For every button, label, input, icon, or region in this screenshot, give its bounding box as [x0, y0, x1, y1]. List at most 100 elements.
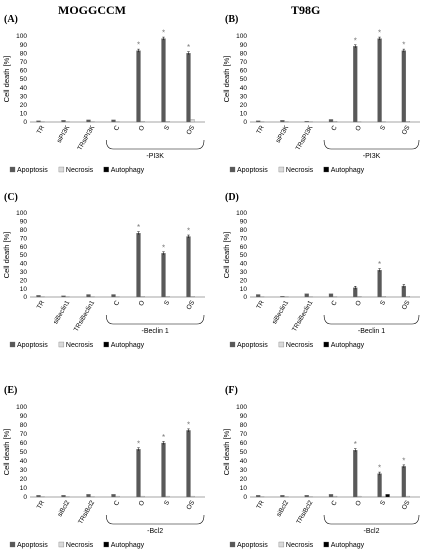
y-tick-label: 20 — [20, 102, 28, 109]
x-tick-label: TRsiPI3K — [295, 124, 315, 152]
x-tick-label: siPI3K — [56, 124, 72, 144]
bar-apoptosis — [136, 449, 141, 498]
significance-mark: * — [354, 36, 357, 45]
y-tick-label: 80 — [240, 422, 248, 429]
y-tick-label: 50 — [240, 76, 248, 83]
bar-apoptosis — [255, 495, 261, 498]
y-tick-label: 30 — [20, 93, 28, 100]
bar-necrosis — [190, 119, 195, 123]
y-tick-label: 100 — [236, 210, 247, 217]
y-tick-label: 60 — [240, 68, 248, 75]
category-bracket — [323, 514, 420, 525]
x-tick-label: TRsiBcl2 — [295, 499, 314, 525]
y-tick-label: 10 — [20, 286, 28, 293]
x-tick-label: TR — [36, 499, 47, 510]
x-tick-label: S — [163, 124, 172, 132]
legend-swatch-necrosis — [58, 166, 65, 173]
legend-label: Autophagy — [111, 542, 145, 549]
bar-necrosis — [405, 120, 411, 123]
y-tick-label: 60 — [20, 244, 28, 251]
y-tick-label: 0 — [243, 294, 247, 301]
y-tick-label: 90 — [20, 219, 28, 226]
bar-apoptosis — [86, 119, 91, 123]
y-tick-label: 90 — [20, 413, 28, 420]
significance-mark: * — [137, 223, 140, 232]
panel-label: (A) — [4, 14, 18, 25]
significance-mark: * — [402, 456, 405, 465]
y-tick-label: 40 — [20, 261, 28, 268]
x-tick-label: C — [113, 124, 122, 132]
y-tick-label: 40 — [20, 458, 28, 465]
x-tick-label: O — [138, 125, 147, 133]
bar-apoptosis — [401, 285, 407, 298]
category-bracket — [105, 314, 205, 325]
category-bracket — [105, 514, 205, 525]
bar-apoptosis — [161, 38, 166, 123]
x-tick-label: O — [354, 300, 363, 308]
chart-panel-f: (F) Cell death [%] 0 10 20 30 40 50 60 70 80 90 100 T… — [222, 385, 420, 549]
bar-apoptosis — [280, 296, 285, 298]
bar-necrosis — [332, 495, 338, 498]
y-tick-label: 80 — [20, 422, 28, 429]
panel-label: (F) — [225, 385, 238, 396]
legend-swatch-autophagy — [323, 166, 329, 173]
x-tick-label: C — [330, 299, 339, 307]
x-tick-label: O — [138, 500, 147, 508]
legend-label: Apoptosis — [237, 342, 268, 349]
y-tick-label: 100 — [16, 404, 27, 411]
y-tick-label: 0 — [23, 494, 27, 501]
x-tick-label: C — [113, 299, 122, 307]
y-tick-label: 20 — [240, 102, 248, 109]
bracket-label: -Beclin 1 — [358, 328, 385, 335]
x-tick-label: S — [379, 299, 388, 307]
legend-label: Necrosis — [286, 542, 314, 549]
bar-necrosis — [115, 495, 120, 498]
significance-mark: * — [378, 464, 381, 473]
bar-necrosis — [165, 495, 170, 498]
bracket-label: -Bcl2 — [147, 528, 163, 535]
bar-apoptosis — [111, 294, 116, 298]
bar-apoptosis — [377, 473, 382, 498]
y-axis-title: Cell death [%] — [2, 429, 11, 476]
y-tick-label: 70 — [20, 59, 28, 66]
bar-apoptosis — [186, 430, 191, 498]
bar-apoptosis — [304, 120, 309, 123]
y-tick-label: 20 — [240, 277, 248, 284]
legend-swatch-autophagy — [103, 541, 109, 548]
legend-swatch-autophagy — [323, 541, 329, 548]
bar-necrosis — [165, 120, 170, 123]
bar-apoptosis — [328, 119, 334, 123]
legend-label: Necrosis — [286, 342, 314, 349]
y-tick-label: 0 — [23, 119, 27, 126]
x-tick-label: TR — [36, 124, 47, 135]
y-tick-label: 20 — [240, 476, 248, 483]
bar-apoptosis — [161, 442, 166, 498]
significance-mark: * — [378, 260, 381, 269]
x-tick-label: siBcl2 — [275, 499, 290, 518]
bar-necrosis — [381, 296, 386, 298]
bar-necrosis — [165, 296, 170, 298]
x-tick-label: TRsiBcl2 — [77, 499, 96, 525]
legend-label: Apoptosis — [237, 542, 268, 549]
category-bracket — [105, 139, 205, 150]
y-tick-label: 0 — [243, 494, 247, 501]
bar-apoptosis — [61, 295, 66, 298]
x-tick-label: OS — [185, 499, 196, 511]
y-tick-label: 40 — [20, 85, 28, 92]
x-tick-label: OS — [401, 124, 412, 136]
y-tick-label: 80 — [240, 227, 248, 234]
bar-necrosis — [332, 120, 338, 123]
legend-label: Autophagy — [331, 342, 365, 349]
x-tick-label: C — [113, 499, 122, 507]
legend-swatch-apoptosis — [9, 166, 16, 173]
legend-swatch-apoptosis — [9, 341, 16, 348]
bar-apoptosis — [86, 294, 91, 298]
x-tick-label: siBcl2 — [56, 499, 71, 518]
y-axis-title: Cell death [%] — [222, 56, 231, 103]
y-tick-label: 90 — [20, 42, 28, 49]
y-tick-label: 30 — [240, 269, 248, 276]
x-tick-label: TR — [36, 299, 47, 310]
x-tick-label: TRsiBeclin1 — [291, 299, 315, 333]
y-tick-label: 100 — [16, 210, 27, 217]
